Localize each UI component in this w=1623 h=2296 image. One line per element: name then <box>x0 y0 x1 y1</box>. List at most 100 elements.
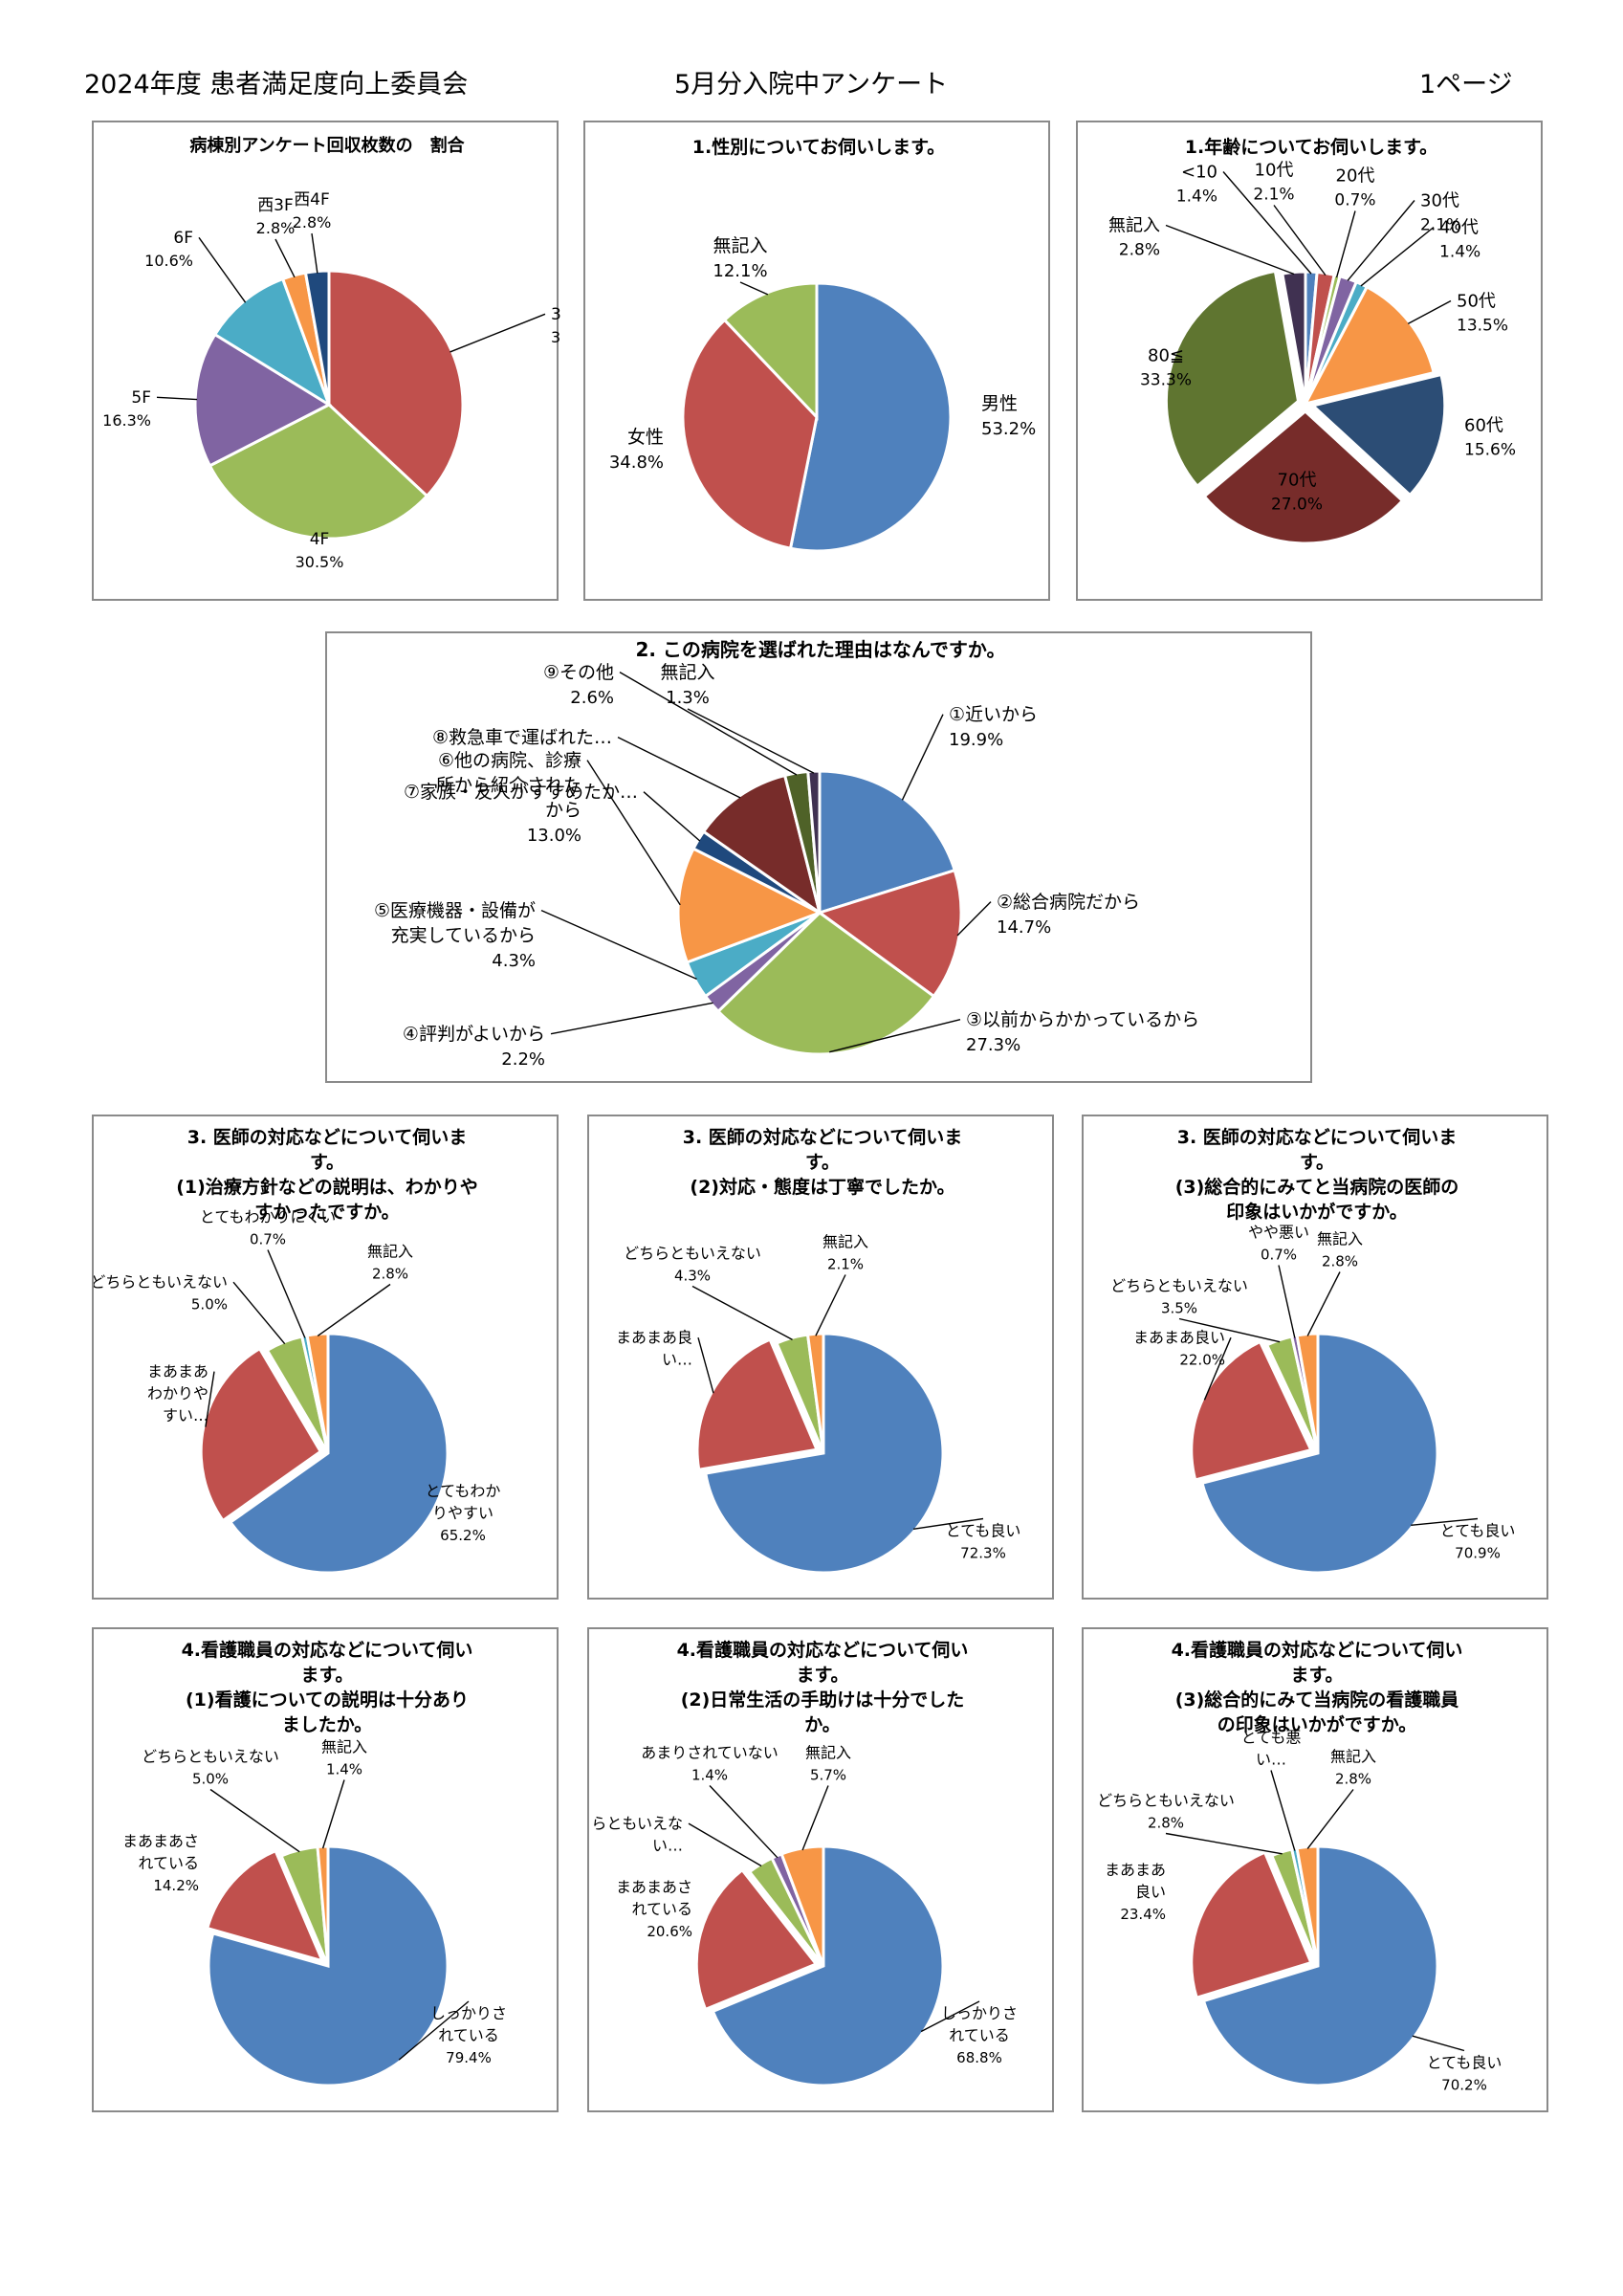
leader-line <box>1407 299 1452 325</box>
leader-line <box>321 1779 345 1849</box>
slice-label: 男性 <box>981 393 1018 414</box>
chart-age: 1.年齢についてお伺いします。 <10 1.4% 10代 2.1% 20代 0.7% 30代 2… <box>1076 121 1543 601</box>
slice-label: 20代 <box>1336 166 1375 187</box>
slice-label: い… <box>652 1837 683 1855</box>
chart-doctor-overall: 3. 医師の対応などについて伺いま す。 (3)総合的にみてと当病院の医師の 印象はい… <box>1082 1115 1548 1600</box>
pie-slice-9 <box>1164 269 1301 489</box>
pie-slice-1 <box>711 1844 945 2087</box>
slice-label: どちらともいえない <box>142 1748 279 1766</box>
chart-title: 2. この病院を選ばれた理由はなんですか。 <box>635 638 1005 661</box>
leader-line <box>550 1002 713 1035</box>
chart-title: 4.看護職員の対応などについて伺い <box>677 1639 969 1661</box>
leader-line <box>1306 1789 1354 1849</box>
pie-svg: 1.性別についてお伺いします。男性 53.2% 女性 34.8% 無記入 12.1% <box>609 136 1036 553</box>
slice-label: 3F <box>551 305 560 324</box>
leader-line <box>901 714 944 801</box>
leader-line <box>920 2000 980 2033</box>
chart-title: ます。 <box>300 1665 353 1686</box>
slice-label: わかりや <box>147 1384 208 1402</box>
pie-slice-3 <box>715 911 936 1056</box>
slice-label: しっかりさ <box>430 2004 507 2022</box>
slice-label: 無記入 <box>713 235 767 256</box>
slice-value: 2.2% <box>501 1049 545 1070</box>
slice-value: 13.0% <box>527 826 581 846</box>
slice-label: とてもわかりにくい <box>200 1208 336 1226</box>
leader-line <box>317 1283 391 1337</box>
slice-label: とても良い <box>946 1522 1021 1540</box>
slice-label: どちらともいえない <box>1110 1277 1248 1295</box>
slice-value: 16.3% <box>102 411 151 430</box>
slice-label: あまりされていない <box>641 1744 779 1762</box>
chart-doctor-attitude: 3. 医師の対応などについて伺いま す。 (2)対応・態度は丁寧でしたか。 とても良い… <box>587 1115 1054 1600</box>
chart-ward-ratio: 病棟別アンケート回収枚数の 割合 3F 36.9% 4F 30.5% 5F 16.3% 6F 1… <box>92 121 560 601</box>
chart-title: ましたか。 <box>282 1714 373 1735</box>
pie-slice-1 <box>1201 1844 1439 2087</box>
slice-label: ⑦家族・友人がすすめたか… <box>404 782 638 803</box>
slice-value: 2.8% <box>1148 1815 1184 1832</box>
slice-value: 14.7% <box>997 917 1051 938</box>
slice-label: どちらともいえない <box>1097 1792 1235 1810</box>
chart-title: (1)看護についての説明は十分あり <box>186 1689 469 1711</box>
slice-label: 無記入 <box>822 1233 868 1251</box>
pie-slice-5 <box>1295 1844 1320 1967</box>
slice-value: 4.3% <box>674 1268 711 1285</box>
slice-label: ⑥他の病院、診療 <box>438 750 581 771</box>
leader-line <box>232 1281 286 1345</box>
leader-line <box>267 1249 306 1338</box>
slice-value: 5.0% <box>191 1296 228 1314</box>
slice-value: 4.3% <box>492 951 536 971</box>
slice-value: 5.7% <box>810 1767 846 1784</box>
chart-title: 3. 医師の対応などについて伺いま <box>1177 1126 1457 1148</box>
chart-title: 印象はいかがですか。 <box>1226 1201 1408 1223</box>
leader-line <box>1278 1265 1296 1338</box>
slice-label: しっかりさ <box>941 2004 1018 2022</box>
leader-line <box>619 672 798 776</box>
chart-title: (2)日常生活の手助けは十分でした <box>681 1689 965 1711</box>
slice-value: 1.3% <box>666 688 710 708</box>
slice-value: 15.6% <box>1464 441 1516 460</box>
slice-label: どちらともいえな <box>589 1815 683 1833</box>
slice-value: 33.3% <box>1140 371 1192 390</box>
leader-line <box>1165 1832 1283 1855</box>
slice-label: とても悪 <box>1241 1729 1302 1747</box>
slice-value: 1.4% <box>326 1761 362 1778</box>
slice-label: まあまあ良い <box>1133 1329 1225 1347</box>
slice-value: 68.8% <box>956 2049 1002 2066</box>
leader-line <box>1203 1336 1232 1401</box>
slice-value: 65.2% <box>440 1527 486 1544</box>
pie-slice-4 <box>805 1332 825 1454</box>
slice-label: い… <box>1256 1751 1286 1769</box>
slice-label: 充実しているから <box>391 925 536 946</box>
slice-value: 0.7% <box>1261 1247 1297 1264</box>
slice-label: から <box>545 800 581 821</box>
leader-line <box>205 1371 215 1427</box>
chart-nurse-explanation: 4.看護職員の対応などについて伺い ます。 (1)看護についての説明は十分あり ました… <box>92 1627 559 2112</box>
pie-slice-1 <box>1200 1332 1439 1575</box>
slice-label: ④評判がよいから <box>403 1024 545 1045</box>
slice-value: 53.2% <box>981 419 1036 439</box>
leader-line <box>1360 226 1435 287</box>
chart-title: (2)対応・態度は丁寧でしたか。 <box>690 1176 954 1198</box>
header-committee: 2024年度 患者満足度向上委員会 <box>84 70 469 99</box>
slice-value: 19.9% <box>949 730 1003 750</box>
slice-value: 1.4% <box>1439 243 1480 262</box>
slice-value: 10.6% <box>144 252 193 270</box>
leader-line <box>1347 200 1415 281</box>
slice-value: 79.4% <box>446 2049 492 2066</box>
slice-value: 70.9% <box>1455 1545 1501 1562</box>
slice-value: 2.1% <box>827 1256 864 1273</box>
slice-value: 5.0% <box>192 1771 229 1788</box>
slice-value: 30.5% <box>296 553 344 571</box>
slice-label: 無記入 <box>1108 216 1160 236</box>
chart-title: か。 <box>804 1714 841 1735</box>
chart-title: 病棟別アンケート回収枚数の 割合 <box>189 135 465 156</box>
chart-title: 4.看護職員の対応などについて伺い <box>1172 1639 1463 1661</box>
slice-value: 12.1% <box>713 261 767 281</box>
leader-line <box>643 791 701 842</box>
chart-title: (1)治療方針などの説明は、わかりや <box>176 1176 478 1198</box>
chart-title: ます。 <box>796 1665 848 1686</box>
chart-title: 4.看護職員の対応などについて伺い <box>182 1639 473 1661</box>
pie-slice-2 <box>816 868 963 999</box>
chart-title: 3. 医師の対応などについて伺いま <box>187 1126 467 1148</box>
